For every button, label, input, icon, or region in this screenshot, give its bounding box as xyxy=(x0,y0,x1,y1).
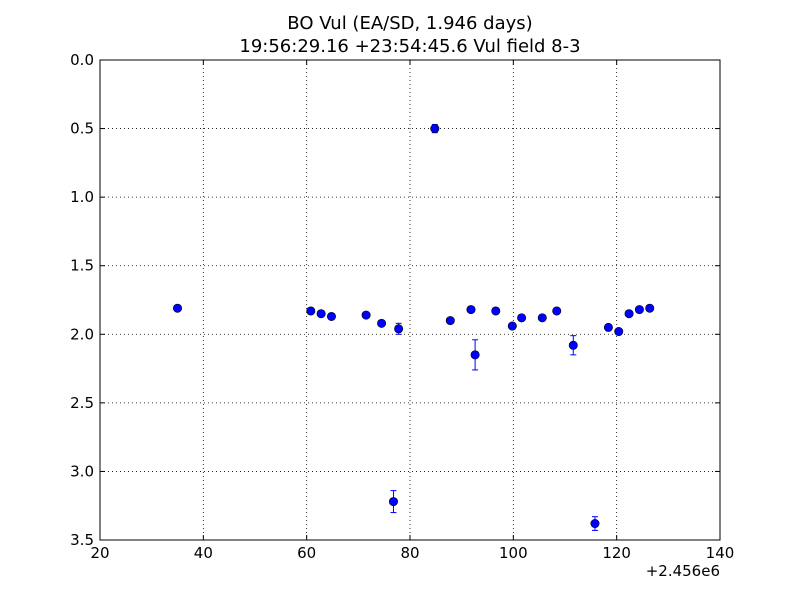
y-tick-label: 1.5 xyxy=(70,257,94,275)
x-tick-label: 60 xyxy=(297,544,316,562)
grid-lines xyxy=(100,60,720,540)
data-point xyxy=(507,321,517,331)
plot-frame xyxy=(99,59,721,541)
data-point xyxy=(603,322,613,332)
error-bars xyxy=(174,123,653,531)
data-point xyxy=(537,313,547,323)
y-tick-label: 2.5 xyxy=(70,394,94,412)
x-tick-label: 20 xyxy=(90,544,109,562)
data-point xyxy=(590,519,600,529)
data-point xyxy=(552,306,562,316)
data-point xyxy=(470,350,480,360)
y-tick-label: 3.0 xyxy=(70,462,94,480)
data-point xyxy=(430,124,440,134)
data-point xyxy=(645,303,655,313)
x-tick-label: 120 xyxy=(602,544,631,562)
data-point xyxy=(614,327,624,337)
data-point xyxy=(568,340,578,350)
data-points xyxy=(173,124,655,529)
y-tick-label: 0.5 xyxy=(70,120,94,138)
y-tick-label: 1.0 xyxy=(70,188,94,206)
data-point xyxy=(306,306,316,316)
data-point xyxy=(377,318,387,328)
x-tick-label: 80 xyxy=(400,544,419,562)
data-point xyxy=(316,309,326,319)
data-point xyxy=(388,497,398,507)
y-tick-label: 0.0 xyxy=(70,51,94,69)
x-tick-label: 140 xyxy=(706,544,735,562)
chart-title-line-2: 19:56:29.16 +23:54:45.6 Vul field 8-3 xyxy=(239,36,580,57)
x-tick-labels: 20 40 60 80 100 120 140 xyxy=(90,544,734,562)
x-tick-label: 40 xyxy=(194,544,213,562)
chart-title-line-1: BO Vul (EA/SD, 1.946 days) xyxy=(287,13,532,34)
data-point xyxy=(466,305,476,315)
data-point xyxy=(491,306,501,316)
data-point xyxy=(517,313,527,323)
x-tick-label: 100 xyxy=(499,544,528,562)
data-point xyxy=(326,311,336,321)
x-offset-label: +2.456e6 xyxy=(646,562,720,580)
data-point xyxy=(634,305,644,315)
y-tick-label: 3.5 xyxy=(70,531,94,549)
y-tick-label: 2.0 xyxy=(70,325,94,343)
data-point xyxy=(624,309,634,319)
data-point xyxy=(394,324,404,334)
data-point xyxy=(173,303,183,313)
data-point xyxy=(445,316,455,326)
y-tick-labels: 0.0 0.5 1.0 1.5 2.0 2.5 3.0 3.5 xyxy=(70,51,94,549)
data-point xyxy=(361,310,371,320)
